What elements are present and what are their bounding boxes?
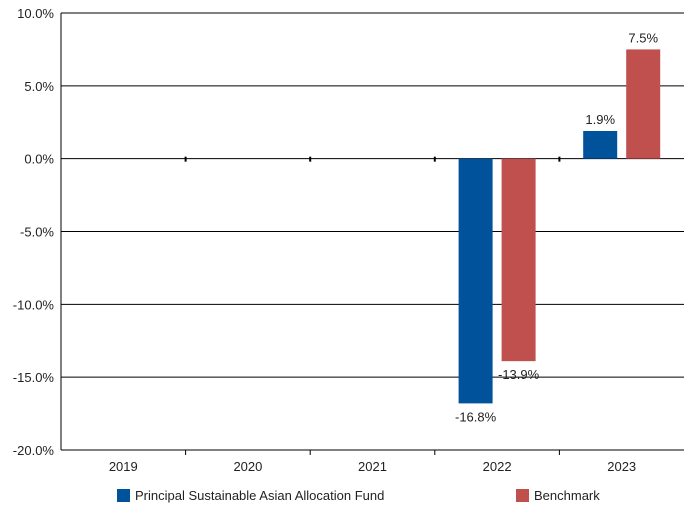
legend-swatch-fund (117, 489, 130, 502)
legend-swatch-benchmark (516, 489, 529, 502)
bar-benchmark-2023 (626, 49, 661, 159)
data-label: -13.9% (498, 367, 540, 382)
y-tick-label: -10.0% (13, 297, 55, 312)
bar-fund-2022 (458, 158, 493, 404)
bar-fund-2023 (583, 130, 618, 159)
y-tick-label: 0.0% (24, 152, 54, 167)
legend-item-fund: Principal Sustainable Asian Allocation F… (117, 488, 384, 503)
x-tick-label: 2021 (358, 459, 387, 474)
legend-label-fund: Principal Sustainable Asian Allocation F… (135, 488, 385, 503)
data-label: 1.9% (585, 112, 615, 127)
y-tick-label: 10.0% (17, 6, 54, 21)
x-tick-label: 2022 (483, 459, 512, 474)
bar-chart: 10.0% 5.0% 0.0% -5.0% -10.0% -15.0% -20.0% 2019… (13, 6, 684, 474)
bar-benchmark-2022 (501, 158, 536, 362)
y-tick-label: -5.0% (20, 225, 54, 240)
data-label: 7.5% (628, 30, 658, 45)
x-tick-label: 2023 (607, 459, 636, 474)
legend-label-benchmark: Benchmark (534, 488, 600, 503)
data-label: -16.8% (455, 409, 497, 424)
y-tick-label: -15.0% (13, 370, 55, 385)
y-tick-label: 5.0% (24, 79, 54, 94)
legend-item-benchmark: Benchmark (516, 488, 600, 503)
x-tick-label: 2019 (109, 459, 138, 474)
y-tick-label: -20.0% (13, 443, 55, 458)
x-tick-label: 2020 (233, 459, 262, 474)
legend: Principal Sustainable Asian Allocation F… (0, 488, 684, 508)
